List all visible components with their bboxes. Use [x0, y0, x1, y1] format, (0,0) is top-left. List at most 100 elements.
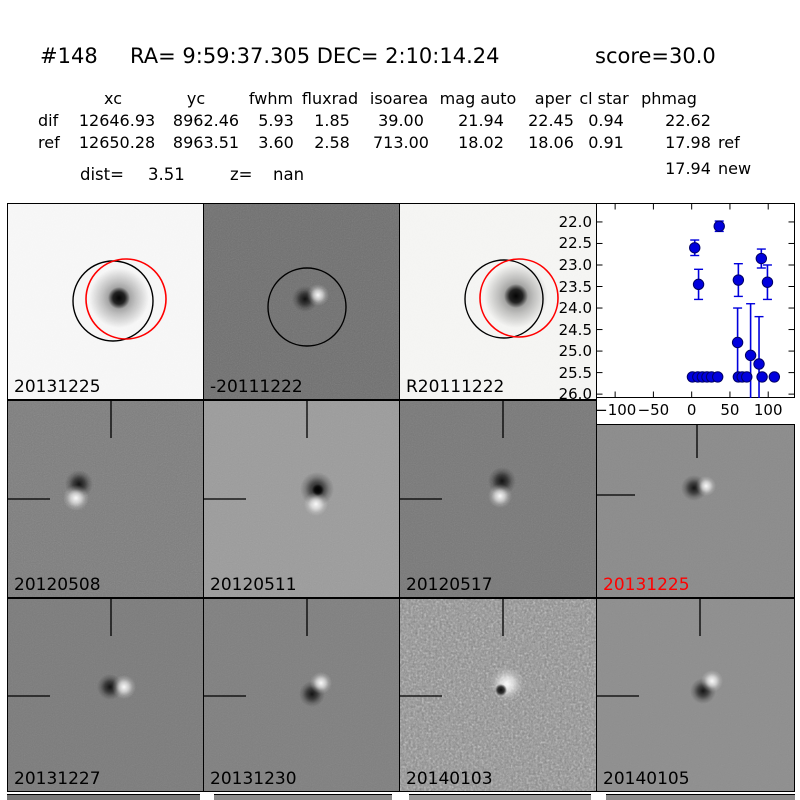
- x-tick-label: 0: [686, 401, 697, 419]
- ref-isoarea: 713.00: [373, 133, 429, 152]
- col-header-magauto: mag auto: [439, 89, 517, 108]
- ref-phmag: 17.98: [665, 133, 711, 152]
- data-point: [756, 371, 768, 383]
- col-header-aper: aper: [534, 89, 572, 108]
- aperture-circle-red: [479, 258, 559, 338]
- stamp-image: [8, 599, 203, 791]
- col-header-clstar: cl star: [579, 89, 629, 108]
- cutoff-stamp-row: [7, 794, 200, 800]
- stamp-date-label: 20131225: [14, 377, 101, 397]
- ref-fwhm: 3.60: [258, 133, 294, 152]
- data-point: [732, 274, 745, 286]
- y-tick-label: 25.0: [558, 342, 592, 361]
- ref-suffix: ref: [718, 133, 740, 152]
- stamp-image: [400, 204, 596, 399]
- data-point: [711, 371, 724, 383]
- stamp-date-label: R20111222: [406, 377, 505, 397]
- stamp-image: [8, 204, 203, 399]
- stamp-panel-20140105: 20140105: [596, 598, 795, 792]
- data-point: [731, 336, 744, 349]
- stamp-date-label: -20111222: [210, 377, 303, 397]
- data-point: [761, 276, 774, 288]
- stamp-panel-dif--20111222: -20111222: [203, 203, 400, 400]
- plot-frame: [596, 203, 795, 398]
- ref-clstar: 0.91: [588, 133, 624, 152]
- stamp-panel-20120517: 20120517: [399, 400, 597, 598]
- dif-aper: 22.45: [528, 111, 574, 130]
- stamp-image: [204, 204, 399, 399]
- x-tick-label: −100: [595, 401, 637, 419]
- aperture-circle-black: [267, 267, 347, 347]
- data-point: [744, 349, 757, 362]
- y-tick-label: 24.5: [558, 320, 592, 339]
- ref-fluxrad: 2.58: [314, 133, 350, 152]
- stamp-image: [204, 401, 399, 597]
- dist-label: dist=: [80, 165, 124, 184]
- aperture-circle-red: [85, 258, 167, 340]
- data-point: [768, 371, 781, 383]
- stamp-date-label: 20131230: [210, 769, 297, 789]
- stamp-image: [400, 401, 596, 597]
- y-tick-label: 22.5: [558, 234, 592, 253]
- y-tick-label: 24.0: [558, 299, 592, 318]
- stamp-panel-20120511: 20120511: [203, 400, 400, 598]
- data-point: [713, 220, 725, 232]
- col-header-fwhm: fwhm: [248, 89, 294, 108]
- stamp-panel-new-20131225: 20131225: [7, 203, 204, 400]
- candidate-coordinates: RA= 9:59:37.305 DEC= 2:10:14.24: [130, 44, 500, 68]
- y-tick-label: 26.0: [558, 385, 592, 404]
- ref-aper: 18.06: [528, 133, 574, 152]
- dif-yc: 8962.46: [172, 111, 240, 130]
- stamp-date-label: 20140103: [406, 769, 493, 789]
- y-tick-label: 23.0: [558, 255, 592, 274]
- stamp-panel-20140103: 20140103: [399, 598, 597, 792]
- col-header-xc: xc: [104, 89, 122, 108]
- dif-fluxrad: 1.85: [314, 111, 350, 130]
- stamp-date-label: 20140105: [603, 769, 690, 789]
- aperture-circle-black: [464, 259, 544, 339]
- cutoff-stamp-row: [409, 794, 591, 800]
- stamp-image: [400, 599, 596, 791]
- col-header-fluxrad: fluxrad: [301, 89, 359, 108]
- data-point: [755, 252, 768, 265]
- redshift-label: z=: [230, 165, 253, 184]
- stamp-date-label: 20120508: [14, 575, 101, 595]
- data-point: [741, 371, 753, 383]
- light-curve-canvas: [596, 203, 795, 398]
- data-point: [692, 278, 705, 291]
- row-label: dif: [38, 111, 59, 130]
- stamp-panel-20131227: 20131227: [7, 598, 204, 792]
- dif-xc: 12646.93: [78, 111, 156, 130]
- y-tick-label: 23.5: [558, 277, 592, 296]
- stamp-panel-20131230: 20131230: [203, 598, 400, 792]
- light-curve-plot: [596, 203, 795, 398]
- stamp-date-label: 20120517: [406, 575, 493, 595]
- col-header-phmag: phmag: [641, 89, 697, 108]
- new-suffix: new: [718, 159, 752, 178]
- y-tick-label: 25.5: [558, 363, 592, 382]
- dif-clstar: 0.94: [588, 111, 624, 130]
- ref-xc: 12650.28: [78, 133, 156, 152]
- dif-fwhm: 5.93: [258, 111, 294, 130]
- stamp-date-label: 20131227: [14, 769, 101, 789]
- dif-isoarea: 39.00: [378, 111, 424, 130]
- data-point: [689, 242, 701, 254]
- cutoff-stamp-row: [214, 794, 392, 800]
- dist-value: 3.51: [148, 165, 185, 184]
- stamp-image: [204, 599, 399, 791]
- ref-yc: 8963.51: [172, 133, 240, 152]
- redshift-value: nan: [273, 165, 305, 184]
- dif-magauto: 21.94: [458, 111, 504, 130]
- x-tick-label: 50: [720, 401, 740, 419]
- dif-phmag: 22.62: [665, 111, 711, 130]
- col-header-yc: yc: [186, 89, 206, 108]
- ref-magauto: 18.02: [458, 133, 504, 152]
- y-tick-label: 22.0: [558, 212, 592, 231]
- col-header-isoarea: isoarea: [369, 89, 429, 108]
- new-phmag: 17.94: [665, 159, 711, 178]
- stamp-panel-20120508: 20120508: [7, 400, 204, 598]
- stamp-panel-20131225-flagged: 20131225: [596, 424, 795, 598]
- stamp-date-label: 20120511: [210, 575, 297, 595]
- stamp-date-label: 20131225: [603, 575, 690, 595]
